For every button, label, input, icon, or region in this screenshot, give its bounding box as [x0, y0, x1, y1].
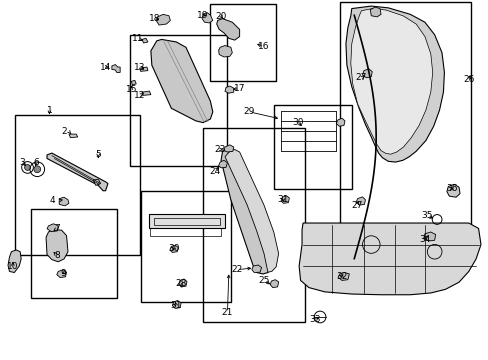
Text: 10: 10: [7, 262, 19, 271]
Text: 13: 13: [134, 63, 145, 72]
Text: 21: 21: [221, 308, 233, 317]
Polygon shape: [142, 91, 151, 95]
Polygon shape: [218, 45, 232, 57]
Text: 15: 15: [125, 85, 137, 94]
Polygon shape: [151, 40, 212, 123]
Bar: [149, 214, 224, 228]
Polygon shape: [169, 245, 178, 252]
Polygon shape: [355, 197, 365, 205]
Polygon shape: [350, 9, 432, 154]
Polygon shape: [69, 134, 78, 138]
Text: 27: 27: [355, 73, 366, 82]
Circle shape: [24, 165, 30, 170]
Bar: [31, 209, 117, 298]
Text: 3: 3: [20, 158, 25, 167]
Polygon shape: [59, 197, 69, 206]
Polygon shape: [221, 149, 272, 274]
Text: 19: 19: [197, 10, 208, 19]
Bar: [154, 219, 220, 225]
Bar: [150, 228, 221, 236]
Text: 24: 24: [209, 167, 221, 176]
Polygon shape: [362, 69, 371, 78]
Polygon shape: [281, 196, 289, 203]
Circle shape: [34, 166, 41, 173]
Polygon shape: [131, 80, 136, 85]
Bar: [15, 116, 140, 255]
Polygon shape: [57, 270, 66, 278]
Text: 31: 31: [170, 301, 182, 310]
Polygon shape: [369, 7, 380, 17]
Bar: [273, 105, 351, 189]
Bar: [141, 191, 230, 302]
Polygon shape: [270, 280, 278, 288]
Text: 7: 7: [54, 224, 60, 233]
Text: 8: 8: [54, 251, 60, 260]
Polygon shape: [335, 118, 344, 126]
Polygon shape: [112, 64, 120, 72]
Text: 25: 25: [258, 276, 269, 285]
Text: 11: 11: [132, 34, 143, 43]
Polygon shape: [299, 223, 480, 295]
Text: 18: 18: [148, 14, 160, 23]
Text: 23: 23: [214, 145, 225, 154]
Polygon shape: [157, 14, 170, 25]
Text: 2: 2: [61, 127, 67, 136]
Text: 31: 31: [277, 195, 289, 204]
Polygon shape: [224, 149, 278, 272]
Bar: [210, 4, 276, 81]
Text: 34: 34: [418, 235, 430, 244]
Text: 30: 30: [292, 118, 303, 127]
Polygon shape: [224, 145, 233, 152]
Polygon shape: [218, 160, 227, 168]
Text: 17: 17: [233, 84, 245, 93]
Polygon shape: [423, 232, 435, 241]
Text: 27: 27: [350, 201, 362, 210]
Text: 4: 4: [49, 196, 55, 205]
Bar: [339, 3, 470, 264]
Text: 35: 35: [421, 211, 432, 220]
Text: 29: 29: [243, 107, 255, 116]
Polygon shape: [216, 19, 239, 40]
Bar: [203, 128, 305, 321]
Text: 32: 32: [336, 272, 347, 281]
Bar: [130, 35, 227, 166]
Polygon shape: [202, 13, 212, 23]
Text: 14: 14: [100, 63, 111, 72]
Polygon shape: [251, 265, 261, 273]
Polygon shape: [47, 153, 108, 191]
Polygon shape: [93, 179, 101, 185]
Polygon shape: [140, 67, 148, 71]
Text: 28: 28: [175, 279, 186, 288]
Text: 1: 1: [46, 105, 52, 114]
Polygon shape: [345, 6, 444, 162]
Polygon shape: [142, 39, 148, 43]
Polygon shape: [224, 86, 233, 93]
Polygon shape: [446, 184, 459, 197]
Text: 16: 16: [258, 42, 269, 51]
Text: 26: 26: [462, 75, 473, 84]
Text: 9: 9: [60, 269, 66, 278]
Text: 12: 12: [134, 91, 145, 100]
Polygon shape: [46, 229, 68, 262]
Text: 36: 36: [445, 184, 457, 193]
Polygon shape: [47, 224, 58, 231]
Text: 20: 20: [215, 12, 226, 21]
Text: 22: 22: [231, 265, 243, 274]
Text: 30: 30: [168, 244, 179, 253]
Polygon shape: [172, 301, 181, 309]
Polygon shape: [8, 250, 21, 273]
Polygon shape: [178, 279, 186, 287]
Text: 33: 33: [309, 315, 320, 324]
Text: 5: 5: [95, 150, 101, 159]
Text: 6: 6: [33, 158, 39, 167]
Polygon shape: [337, 273, 348, 280]
